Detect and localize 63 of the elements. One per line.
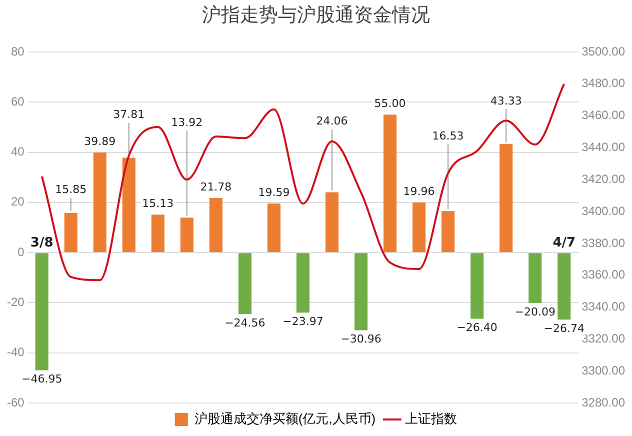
data-label: 13.92: [171, 116, 203, 130]
y2-tick-label: 3420.00: [582, 172, 626, 186]
bar: [412, 202, 426, 252]
y2-tick-label: 3400.00: [582, 204, 626, 218]
data-label: 15.85: [55, 183, 87, 196]
y-tick-label: 40: [10, 144, 25, 159]
chart-title: 沪指走势与沪股通资金情况: [201, 3, 431, 28]
data-label: 16.53: [432, 129, 464, 142]
bar: [354, 253, 368, 330]
bar: [470, 253, 484, 319]
data-label: 55.00: [374, 97, 406, 110]
bar: [122, 158, 136, 252]
x-tick-label: 4/7: [552, 235, 576, 250]
data-label: −24.56: [224, 316, 266, 330]
data-label: 15.13: [142, 197, 174, 210]
y2-tick-label: 3460.00: [582, 108, 626, 122]
y2-tick-label: 3340.00: [582, 300, 626, 314]
bar: [93, 152, 106, 252]
bar: [558, 253, 571, 320]
data-label: 19.96: [403, 184, 435, 198]
y2-tick-label: 3320.00: [582, 331, 626, 346]
bar: [267, 203, 280, 252]
bar: [528, 253, 542, 303]
y2-tick-label: 3440.00: [582, 140, 626, 154]
legend-label: 沪股通成交净买额(亿元,人民币): [194, 411, 376, 426]
data-label: −26.40: [456, 321, 498, 334]
data-label: 24.06: [316, 114, 348, 128]
data-label: −23.97: [282, 315, 324, 328]
data-label: 21.78: [200, 180, 232, 194]
y-tick-label: 80: [10, 44, 25, 58]
bar: [180, 218, 194, 252]
y2-tick-label: 3380.00: [582, 236, 626, 250]
y2-tick-label: 3480.00: [582, 76, 626, 90]
data-label: 39.89: [84, 134, 116, 148]
bar: [442, 211, 455, 252]
x-tick-label: 3/8: [30, 235, 54, 250]
bar: [64, 212, 78, 252]
data-label: 19.59: [258, 186, 290, 199]
data-label: −30.96: [340, 332, 382, 346]
y-tick-label: -60: [7, 395, 25, 410]
bar: [325, 192, 339, 252]
legend-label: 上证指数: [405, 411, 458, 426]
bar: [500, 144, 513, 252]
bar: [209, 198, 222, 252]
bar: [296, 253, 310, 313]
bar: [384, 114, 397, 252]
y-tick-label: 60: [10, 94, 25, 108]
y-tick-label: 20: [10, 194, 25, 209]
bar: [35, 253, 48, 370]
bar: [151, 214, 164, 252]
y-tick-label: 0: [18, 244, 25, 259]
data-label: 43.33: [490, 94, 522, 108]
y2-tick-label: 3360.00: [582, 268, 626, 282]
y2-tick-label: 3280.00: [582, 395, 626, 410]
data-label: 37.81: [113, 108, 145, 122]
data-label: −26.74: [544, 322, 584, 335]
y-tick-label: -40: [7, 345, 25, 360]
y2-tick-label: 3500.00: [582, 44, 626, 58]
y2-tick-label: 3300.00: [582, 363, 626, 378]
bar: [238, 253, 252, 314]
data-label: −20.09: [514, 305, 556, 318]
data-label: −46.95: [21, 372, 62, 386]
y-tick-label: -20: [7, 295, 25, 310]
